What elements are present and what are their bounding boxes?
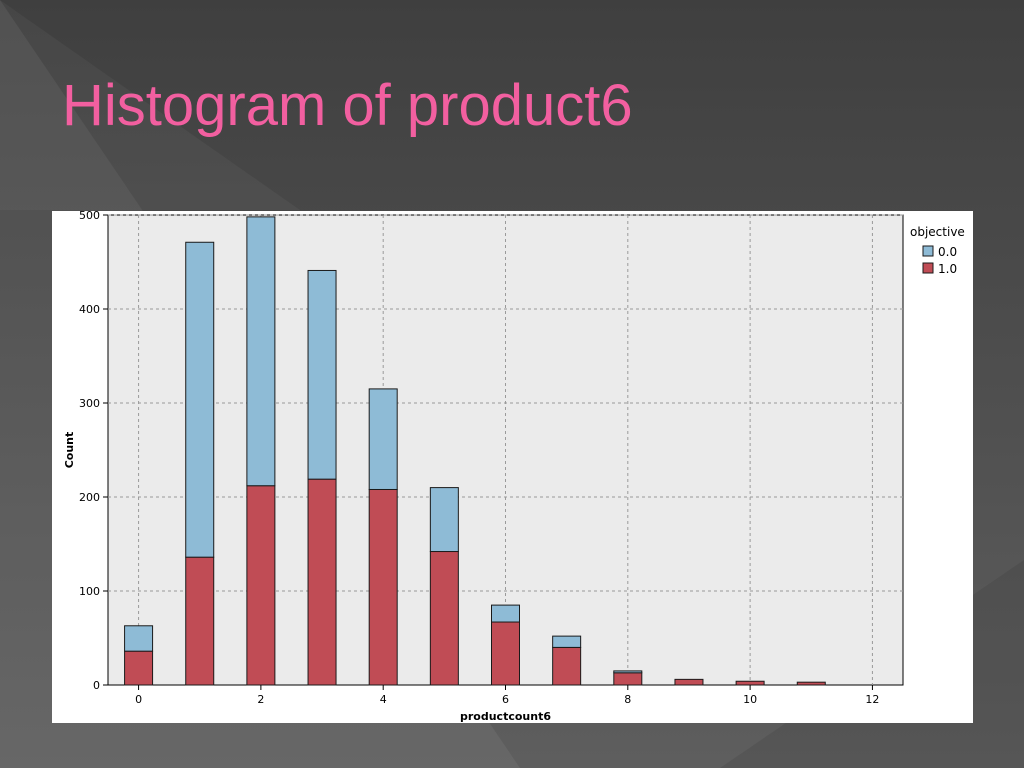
y-tick-label: 0 (93, 679, 100, 692)
x-tick-label: 2 (257, 693, 264, 706)
x-tick-label: 6 (502, 693, 509, 706)
y-tick-label: 100 (79, 585, 100, 598)
y-tick-label: 300 (79, 397, 100, 410)
bar-segment-1.0 (735, 680, 765, 686)
y-tick-label: 500 (79, 211, 100, 222)
legend-label-0.0: 0.0 (938, 245, 957, 259)
bar-segment-1.0 (613, 672, 643, 686)
x-tick-label: 8 (624, 693, 631, 706)
x-tick-label: 4 (380, 693, 387, 706)
y-tick-label: 400 (79, 303, 100, 316)
bar-segment-0.0 (185, 241, 215, 558)
x-tick-label: 12 (865, 693, 879, 706)
bar-segment-1.0 (307, 478, 337, 686)
bar-segment-1.0 (552, 646, 582, 686)
histogram-chart: 0 100 200 300 400 500 0 2 4 6 8 10 12 productcount6 Co… (63, 211, 965, 723)
legend-label-1.0: 1.0 (938, 262, 957, 276)
bar-segment-0.0 (552, 635, 582, 648)
bar-segment-1.0 (368, 488, 398, 686)
bar-segment-0.0 (307, 269, 337, 480)
x-tick-label: 0 (135, 693, 142, 706)
bar-segment-1.0 (246, 485, 276, 686)
bar-segment-0.0 (429, 487, 459, 553)
bar-segment-1.0 (674, 678, 704, 686)
bar-segment-1.0 (429, 551, 459, 686)
bar-segment-0.0 (491, 604, 520, 623)
bar-segment-1.0 (124, 650, 154, 686)
y-tick-label: 200 (79, 491, 100, 504)
x-tick-label: 10 (743, 693, 757, 706)
bar-segment-0.0 (124, 625, 154, 652)
bar-segment-0.0 (613, 670, 643, 674)
bar-segment-1.0 (491, 621, 520, 686)
x-axis-title: productcount6 (460, 710, 551, 723)
bar-segment-1.0 (185, 556, 215, 686)
bar-segment-0.0 (246, 216, 276, 487)
legend-swatch-1.0 (922, 262, 934, 274)
y-axis-title: Count (63, 432, 76, 469)
legend-title: objective (910, 225, 965, 239)
slide-title: Histogram of product6 (62, 73, 633, 138)
legend-swatch-0.0 (922, 245, 934, 257)
bar-segment-0.0 (368, 388, 398, 490)
chart-panel: 0 100 200 300 400 500 0 2 4 6 8 10 12 productcount6 Co… (52, 211, 973, 723)
bar-segment-1.0 (796, 681, 826, 686)
